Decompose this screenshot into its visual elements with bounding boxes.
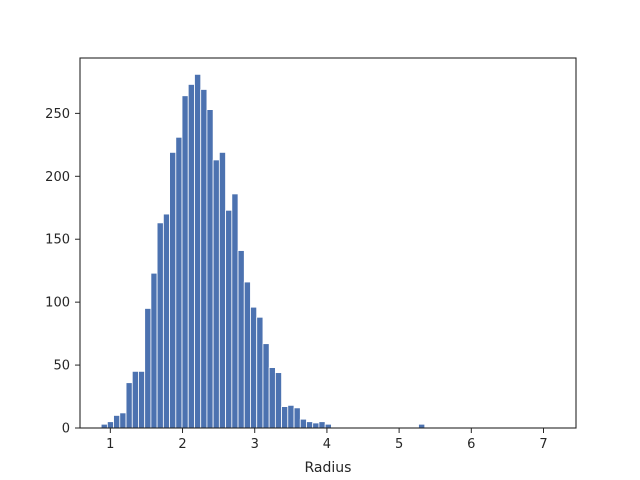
y-tick-label: 150 xyxy=(45,233,70,248)
histogram-bar xyxy=(262,343,270,429)
y-tick-label: 100 xyxy=(45,296,70,311)
x-tick-label: 4 xyxy=(323,437,331,452)
histogram-bar xyxy=(200,89,208,429)
histogram-bar xyxy=(131,370,139,429)
y-axis-ticks: 0 50 100 150 200 250 xyxy=(45,107,80,437)
histogram-bar xyxy=(100,423,108,429)
y-tick-label: 250 xyxy=(45,107,70,122)
histogram-bar xyxy=(225,209,233,429)
histogram-bar xyxy=(175,136,183,429)
histogram-bar xyxy=(181,95,189,429)
histogram-bar xyxy=(119,412,127,429)
histogram-bar xyxy=(293,407,301,429)
y-tick-label: 0 xyxy=(62,422,70,437)
histogram-bar xyxy=(306,421,314,429)
y-tick-label: 200 xyxy=(45,170,70,185)
histogram-bar xyxy=(256,316,264,429)
x-axis-ticks: 1 2 3 4 5 6 7 xyxy=(106,428,548,452)
histogram-bar xyxy=(169,151,177,429)
histogram-bar xyxy=(144,308,152,429)
histogram-bar xyxy=(243,281,251,429)
histogram-bar xyxy=(318,421,326,429)
histogram-bar xyxy=(268,367,276,429)
histogram-bar xyxy=(150,272,158,429)
histogram-bar xyxy=(156,222,164,429)
histogram-bar xyxy=(274,372,282,429)
x-tick-label: 3 xyxy=(251,437,259,452)
histogram-bar xyxy=(206,109,214,429)
x-tick-label: 5 xyxy=(395,437,403,452)
histogram-bar xyxy=(187,84,195,429)
x-tick-label: 7 xyxy=(539,437,547,452)
histogram-bar xyxy=(212,159,220,429)
x-tick-label: 1 xyxy=(106,437,114,452)
histogram-bar xyxy=(218,151,226,429)
histogram-bar xyxy=(287,404,295,429)
histogram-bar xyxy=(106,421,114,429)
histogram-bar xyxy=(418,423,426,429)
x-axis-label: Radius xyxy=(305,460,352,476)
histogram-bar xyxy=(324,423,332,429)
histogram-bar xyxy=(162,213,171,429)
histogram-bar xyxy=(250,306,258,429)
histogram-bar xyxy=(194,73,202,429)
histogram-bar xyxy=(125,382,133,429)
histogram-bar xyxy=(138,370,146,429)
histogram-bar xyxy=(237,250,245,429)
y-tick-label: 50 xyxy=(53,359,70,374)
histogram-bar xyxy=(312,422,320,429)
x-tick-label: 6 xyxy=(467,437,475,452)
histogram-bar xyxy=(299,418,307,429)
x-tick-label: 2 xyxy=(178,437,186,452)
plot-frame xyxy=(79,57,577,429)
histogram-bar xyxy=(231,193,239,429)
histogram-bar xyxy=(113,415,121,429)
histogram-bar xyxy=(281,406,289,429)
